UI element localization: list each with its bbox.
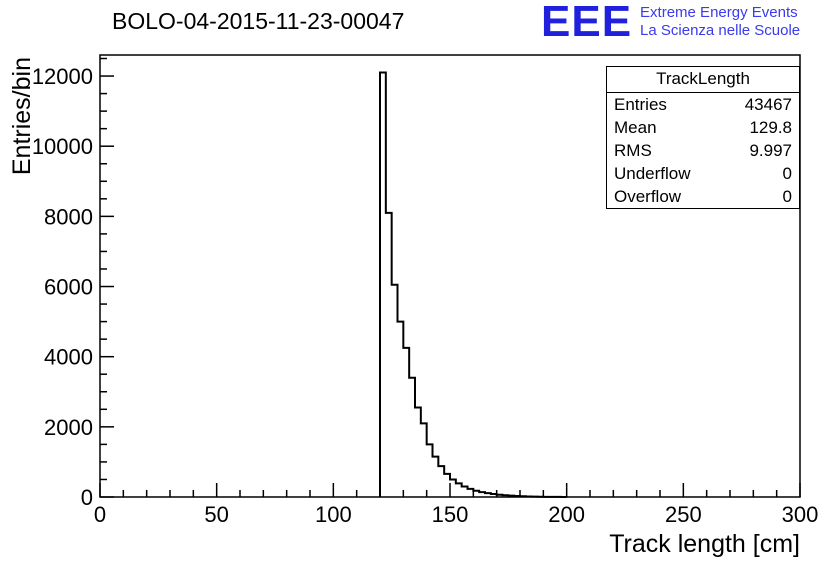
x-tick-label: 150 (432, 502, 469, 527)
x-tick-label: 300 (782, 502, 819, 527)
y-tick-label: 4000 (44, 345, 93, 370)
x-axis: 0 50 100 150 200 250 300 (94, 483, 818, 527)
x-axis-title: Track length [cm] (609, 530, 800, 558)
x-tick-label: 50 (204, 502, 228, 527)
eee-logo-tagline: Extreme Energy Events La Scienza nelle S… (640, 4, 800, 40)
stats-value: 43467 (744, 95, 792, 114)
y-tick-label: 0 (81, 485, 93, 510)
x-tick-label: 250 (665, 502, 702, 527)
y-tick-label: 12000 (32, 64, 93, 89)
stats-value: 0 (782, 187, 792, 206)
eee-logo: EEE Extreme Energy Events La Scienza nel… (541, 0, 800, 44)
stats-row-entries: Entries 43467 (607, 93, 799, 116)
y-axis-title: Entries/bin (8, 57, 36, 175)
histogram-step-line (379, 71, 568, 498)
stats-label: Entries (614, 95, 667, 114)
x-tick-label: 100 (315, 502, 352, 527)
eee-logo-line2: La Scienza nelle Scuole (640, 22, 801, 39)
stats-label: Underflow (614, 164, 691, 183)
y-tick-label: 10000 (32, 134, 93, 159)
x-tick-label: 0 (94, 502, 106, 527)
stats-label: Mean (614, 118, 657, 137)
stats-row-overflow: Overflow 0 (607, 185, 799, 208)
plot-title: BOLO-04-2015-11-23-00047 (112, 8, 405, 34)
eee-logo-line1: Extreme Energy Events (640, 4, 798, 21)
stats-label: Overflow (614, 187, 682, 206)
stats-row-rms: RMS 9.997 (607, 139, 799, 162)
stats-row-underflow: Underflow 0 (607, 162, 799, 185)
stats-value: 129.8 (749, 118, 792, 137)
stats-row-mean: Mean 129.8 (607, 116, 799, 139)
x-tick-label: 200 (548, 502, 585, 527)
y-tick-label: 2000 (44, 415, 93, 440)
y-axis: 0 2000 4000 6000 8000 10000 12000 (32, 57, 114, 510)
stats-box-title: TrackLength (607, 67, 799, 93)
eee-logo-text: EEE (541, 0, 633, 46)
stats-box: TrackLength Entries 43467 Mean 129.8 RMS… (606, 66, 800, 209)
y-tick-label: 6000 (44, 275, 93, 300)
stats-value: 0 (782, 164, 792, 183)
stats-value: 9.997 (749, 141, 792, 160)
y-tick-label: 8000 (44, 204, 93, 229)
stats-label: RMS (614, 141, 652, 160)
